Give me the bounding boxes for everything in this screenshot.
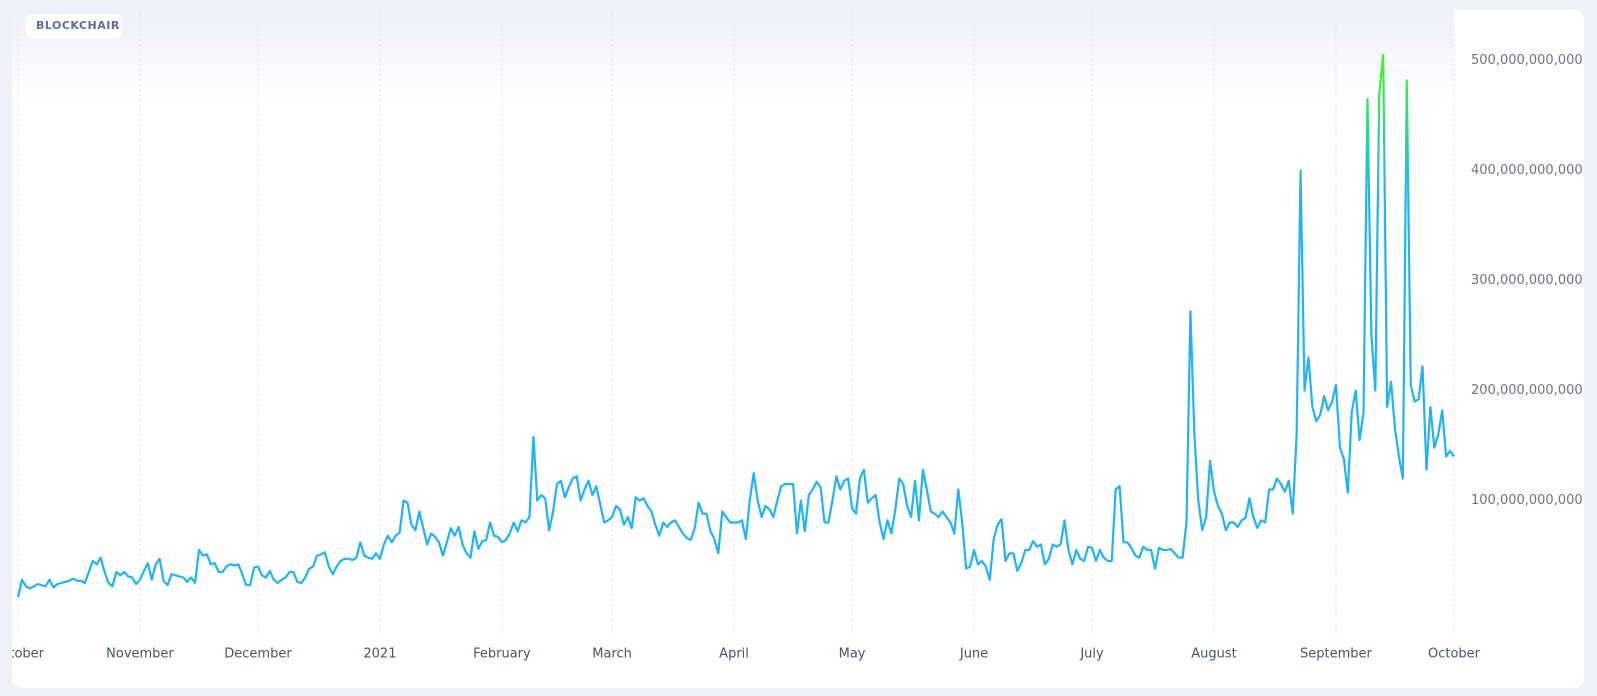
top-fade <box>12 10 1454 100</box>
x-tick-label: July <box>1079 647 1104 662</box>
y-tick-label: 400,000,000,000 <box>1471 163 1583 178</box>
x-tick-label: December <box>224 647 292 662</box>
x-tick-label: August <box>1191 647 1237 662</box>
x-tick-label: June <box>959 647 988 662</box>
x-tick-label: May <box>839 647 866 662</box>
y-tick-label: 200,000,000,000 <box>1471 383 1583 398</box>
y-tick-label: 500,000,000,000 <box>1471 53 1583 68</box>
x-tick-label: September <box>1300 647 1373 662</box>
y-tick-label: 100,000,000,000 <box>1471 493 1583 508</box>
card <box>12 10 1584 688</box>
x-tick-label: October <box>0 647 45 662</box>
x-tick-label: 2021 <box>363 647 396 662</box>
x-tick-label: February <box>473 647 531 662</box>
plot: BLOCKCHAIR October November December 2021 Fe… <box>0 10 1481 662</box>
x-tick-label: October <box>1428 647 1481 662</box>
badge <box>26 14 122 38</box>
x-tick-label: November <box>106 647 174 662</box>
watermark: BLOCKCHAIR <box>36 19 120 32</box>
data-line <box>16 53 1455 598</box>
x-tick-label: April <box>719 647 749 662</box>
y-tick-label: 300,000,000,000 <box>1471 273 1583 288</box>
x-tick-label: March <box>592 647 632 662</box>
